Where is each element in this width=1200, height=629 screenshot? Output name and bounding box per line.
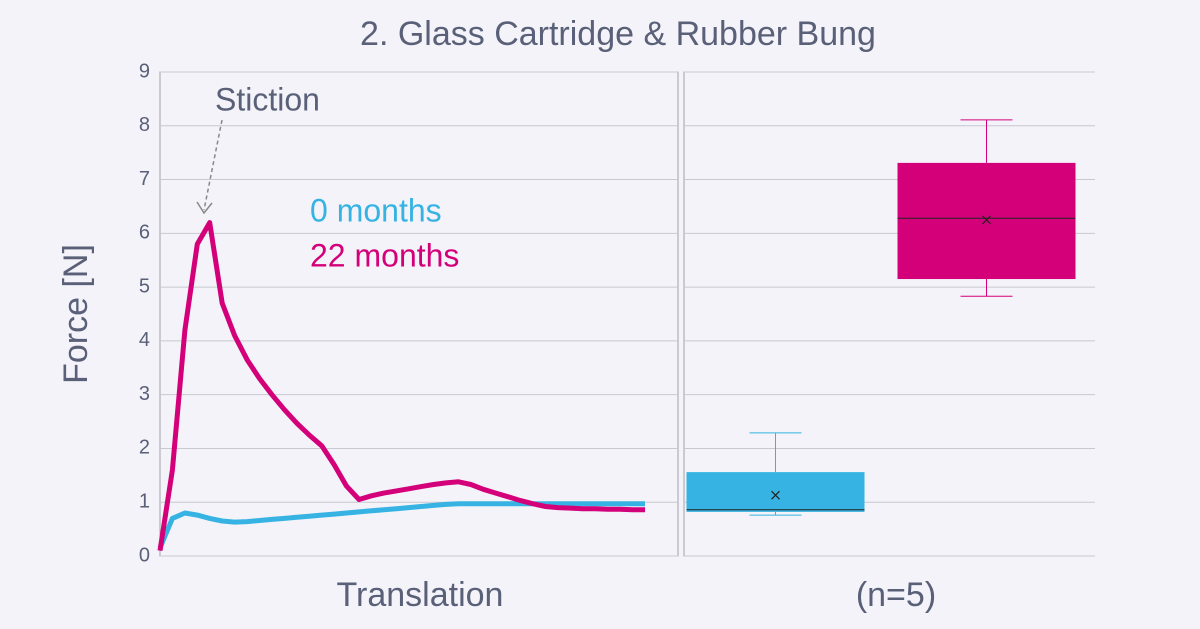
- arrow-head: [196, 201, 213, 215]
- mean-marker: [982, 215, 991, 225]
- y-tick-label: 3: [139, 383, 150, 405]
- annotation: Stiction: [215, 81, 320, 117]
- box: [897, 162, 1076, 280]
- mean-marker: [771, 490, 780, 500]
- y-tick-label: 5: [139, 275, 150, 297]
- y-tick-label: 1: [139, 491, 150, 513]
- y-tick-label: 9: [139, 60, 150, 82]
- y-tick-label: 2: [139, 437, 150, 459]
- y-tick-label: 8: [139, 114, 150, 136]
- legend-entry: 22 months: [310, 237, 459, 273]
- y-tick-label: 4: [139, 329, 150, 351]
- y-tick-label: 6: [139, 222, 150, 244]
- y-axis-label: Force [N]: [57, 244, 95, 384]
- line: [157, 501, 645, 549]
- chart-title: 2. Glass Cartridge & Rubber Bung: [360, 15, 876, 53]
- y-tick-label: 7: [139, 168, 150, 190]
- annotation-arrow: [203, 119, 223, 211]
- x-axis-label: (n=5): [856, 576, 936, 614]
- legend-entry: 0 months: [310, 192, 442, 228]
- y-tick-label: 0: [139, 544, 150, 566]
- line: [157, 220, 645, 551]
- x-axis-label: Translation: [337, 576, 504, 614]
- box: [686, 472, 865, 512]
